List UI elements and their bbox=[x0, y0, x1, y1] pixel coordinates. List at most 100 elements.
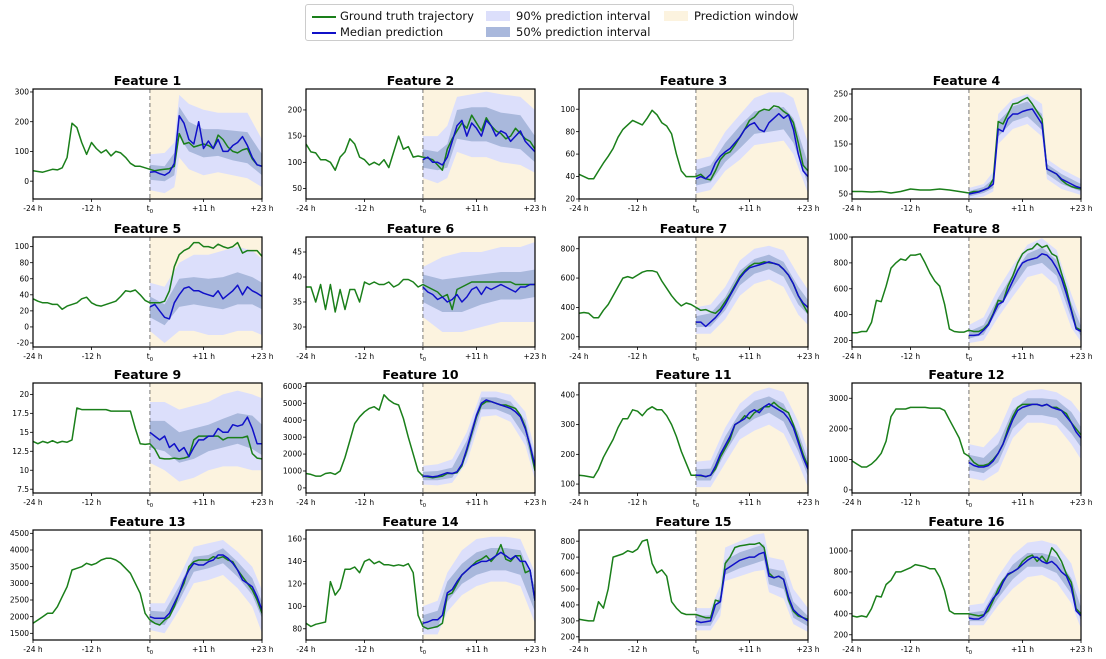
x-tick-label: -24 h bbox=[296, 645, 316, 654]
legend-truth-swatch bbox=[312, 16, 336, 18]
x-tick-label: t0 bbox=[966, 645, 973, 656]
axes-frame bbox=[578, 88, 809, 200]
x-tick-label: t0 bbox=[420, 645, 427, 656]
y-tick-label: 3000 bbox=[283, 433, 302, 442]
plot-area bbox=[306, 383, 535, 493]
y-tick-label: 1000 bbox=[829, 455, 848, 464]
y-tick-label: 400 bbox=[834, 609, 849, 618]
axes-frame bbox=[851, 382, 1082, 494]
y-tick-label: 2500 bbox=[10, 596, 29, 605]
x-tick-label: -24 h bbox=[296, 352, 316, 361]
y-tick-label: 600 bbox=[561, 274, 576, 283]
y-tick-label: 50 bbox=[292, 184, 302, 193]
pi90-band bbox=[422, 391, 535, 486]
x-tick-label: -12 h bbox=[82, 645, 102, 654]
panel-6: Feature 6 -24 h -12 h t0 +11 h +23 h 30 35 40 45 bbox=[292, 221, 546, 363]
median-line bbox=[968, 556, 1081, 620]
x-tick-label: +11 h bbox=[1011, 352, 1034, 361]
y-tick-label: 200 bbox=[834, 630, 849, 639]
panel-3: Feature 3 -24 h -12 h t0 +11 h +23 h 20 40 60 80 1… bbox=[561, 73, 820, 215]
ground-truth-line bbox=[306, 278, 535, 313]
ground-truth-line bbox=[33, 122, 262, 173]
median-line bbox=[422, 551, 535, 624]
y-tick-label: 200 bbox=[561, 450, 576, 459]
panel-16: Feature 16 -24 h -12 h t0 +11 h +23 h 200 400 60… bbox=[829, 514, 1093, 656]
x-tick-label: +23 h bbox=[524, 352, 547, 361]
y-tick-label: 200 bbox=[561, 332, 576, 341]
y-tick-label: 150 bbox=[288, 132, 303, 141]
y-tick-label: 600 bbox=[834, 284, 849, 293]
x-tick-label: -12 h bbox=[628, 498, 648, 507]
x-tick-label: -12 h bbox=[355, 645, 375, 654]
panel-9: Feature 9 -24 h -12 h t0 +11 h +23 h 7.5 10 12.5… bbox=[12, 367, 273, 509]
x-tick-label: t0 bbox=[966, 352, 973, 363]
pi50-band bbox=[422, 397, 535, 481]
y-tick-label: 100 bbox=[288, 602, 303, 611]
y-tick-label: 12.5 bbox=[12, 447, 29, 456]
median-line bbox=[422, 399, 535, 478]
x-tick-label: -12 h bbox=[901, 352, 921, 361]
y-tick-label: 40 bbox=[565, 172, 575, 181]
x-tick-label: -24 h bbox=[569, 204, 589, 213]
panel-title: Feature 6 bbox=[387, 221, 455, 236]
x-tick-label: +23 h bbox=[251, 498, 274, 507]
x-tick-label: -24 h bbox=[23, 498, 43, 507]
panel-title: Feature 12 bbox=[928, 367, 1004, 382]
pi50-band bbox=[695, 254, 808, 328]
x-tick-label: +23 h bbox=[1070, 204, 1093, 213]
y-tick-label: 1000 bbox=[829, 547, 848, 556]
median-line bbox=[968, 108, 1081, 195]
y-tick-label: 60 bbox=[19, 274, 29, 283]
legend-median-label: Median prediction bbox=[340, 25, 444, 39]
y-tick-label: 20 bbox=[19, 390, 29, 399]
x-tick-label: t0 bbox=[693, 645, 700, 656]
median-line bbox=[422, 283, 535, 303]
plot-area bbox=[306, 89, 535, 199]
legend-window-swatch bbox=[664, 11, 688, 21]
median-line bbox=[968, 253, 1081, 337]
y-tick-label: 800 bbox=[561, 537, 576, 546]
panel-7: Feature 7 -24 h -12 h t0 +11 h +23 h 200 400 600… bbox=[561, 221, 820, 363]
median-line bbox=[422, 119, 535, 166]
x-tick-label: +11 h bbox=[738, 204, 761, 213]
y-tick-label: 3500 bbox=[10, 562, 29, 571]
x-tick-label: t0 bbox=[966, 498, 973, 509]
panel-title: Feature 13 bbox=[109, 514, 185, 529]
x-tick-label: t0 bbox=[147, 204, 154, 215]
x-tick-label: +11 h bbox=[192, 352, 215, 361]
axes-frame bbox=[578, 236, 809, 348]
y-tick-label: 40 bbox=[19, 290, 29, 299]
median-line bbox=[695, 112, 808, 180]
panel-title: Feature 16 bbox=[928, 514, 1005, 529]
y-tick-label: 80 bbox=[19, 258, 29, 267]
legend-pi50-swatch bbox=[486, 27, 510, 37]
y-tick-label: 80 bbox=[292, 624, 302, 633]
panel-title: Feature 11 bbox=[655, 367, 731, 382]
y-tick-label: 0 bbox=[843, 486, 848, 495]
x-tick-label: -12 h bbox=[628, 352, 648, 361]
y-tick-label: 200 bbox=[561, 632, 576, 641]
x-tick-label: +23 h bbox=[251, 352, 274, 361]
panel-5: Feature 5 -24 h -12 h t0 +11 h +23 h -20 0 20 40 6… bbox=[15, 221, 274, 363]
axes-frame bbox=[32, 88, 263, 200]
y-tick-label: 6000 bbox=[283, 382, 302, 391]
y-tick-label: 200 bbox=[834, 115, 849, 124]
y-tick-label: 600 bbox=[834, 588, 849, 597]
axes-frame bbox=[305, 88, 536, 200]
y-tick-label: 800 bbox=[561, 244, 576, 253]
x-tick-label: t0 bbox=[693, 352, 700, 363]
panel-1: Feature 1 -24 h -12 h t0 +11 h +23 h 0 100 200 30… bbox=[15, 73, 274, 215]
plot-area bbox=[852, 237, 1081, 347]
x-tick-label: t0 bbox=[147, 498, 154, 509]
legend-truth-label: Ground truth trajectory bbox=[340, 9, 474, 23]
y-tick-label: 4000 bbox=[10, 546, 29, 555]
legend-pi90-swatch bbox=[486, 11, 510, 21]
x-tick-label: +11 h bbox=[1011, 204, 1034, 213]
y-tick-label: 35 bbox=[292, 298, 302, 307]
y-tick-label: 5000 bbox=[283, 399, 302, 408]
ground-truth-line bbox=[852, 242, 1081, 334]
y-tick-label: 3000 bbox=[10, 579, 29, 588]
x-tick-label: +11 h bbox=[738, 498, 761, 507]
median-line bbox=[149, 115, 262, 176]
median-line bbox=[968, 403, 1081, 468]
